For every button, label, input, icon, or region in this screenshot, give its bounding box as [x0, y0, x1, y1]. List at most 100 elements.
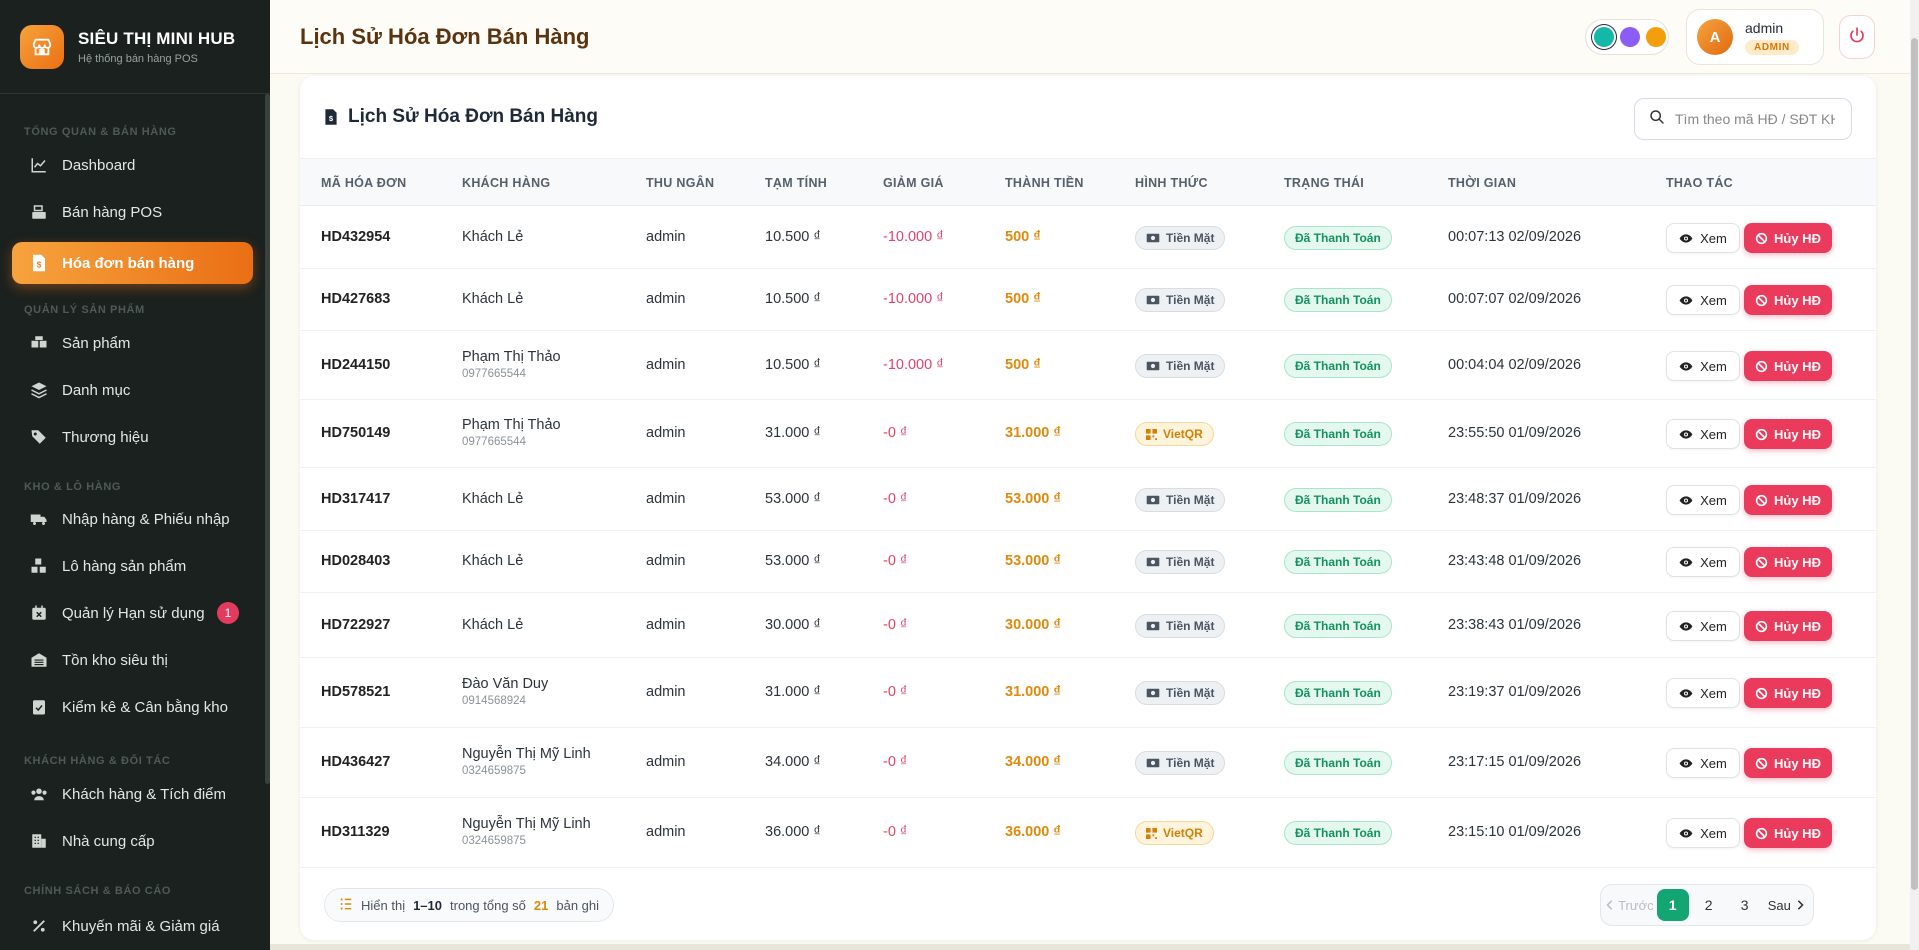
column-header[interactable]: THAO TÁC [1666, 176, 1733, 190]
theme-violet-button[interactable] [1620, 27, 1640, 47]
view-button[interactable]: Xem [1666, 223, 1740, 253]
sidebar-item-customers[interactable]: Khách hàng & Tích điểm [12, 773, 253, 815]
column-header[interactable]: MÃ HÓA ĐƠN [321, 176, 407, 190]
view-button[interactable]: Xem [1666, 611, 1740, 641]
column-header[interactable]: THỜI GIAN [1448, 176, 1517, 190]
table-row[interactable]: HD750149 Phạm Thị Thảo 0977665544 admin 3… [300, 400, 1876, 468]
brand[interactable]: SIÊU THỊ MINI HUB Hệ thống bán hàng POS [0, 0, 270, 94]
view-button[interactable]: Xem [1666, 818, 1740, 848]
logout-button[interactable] [1839, 15, 1875, 59]
view-button[interactable]: Xem [1666, 419, 1740, 449]
sidebar-item-promotions[interactable]: Khuyến mãi & Giảm giá [12, 905, 253, 947]
sidebar-item-label: Nhập hàng & Phiếu nhập [62, 510, 230, 528]
table-row[interactable]: HD432954 Khách Lẻ admin 10.500 ₫ -10.000… [300, 206, 1876, 269]
invoice-id[interactable]: HD311329 [321, 824, 390, 840]
column-header[interactable]: GIẢM GIÁ [883, 176, 944, 190]
cash-icon [1146, 361, 1160, 371]
invoice-id[interactable]: HD750149 [321, 425, 391, 441]
sidebar-item-brands[interactable]: Thương hiệu [12, 416, 253, 458]
table-row[interactable]: HD427683 Khách Lẻ admin 10.500 ₫ -10.000… [300, 269, 1876, 331]
page-button-3[interactable]: 3 [1740, 897, 1749, 913]
sidebar-item-suppliers[interactable]: Nhà cung cấp [12, 820, 253, 862]
view-button[interactable]: Xem [1666, 547, 1740, 577]
subtotal: 36.000 ₫ [765, 824, 821, 840]
ban-icon [1755, 294, 1768, 307]
page-button-2[interactable]: 2 [1704, 897, 1713, 913]
cancel-invoice-button[interactable]: Hủy HĐ [1744, 485, 1832, 515]
total: 500 ₫ [1005, 229, 1041, 245]
table-row[interactable]: HD578521 Đào Văn Duy 0914568924 admin 31.… [300, 658, 1876, 728]
view-button[interactable]: Xem [1666, 351, 1740, 381]
column-header[interactable]: HÌNH THỨC [1135, 176, 1208, 190]
column-header[interactable]: TRẠNG THÁI [1284, 176, 1365, 190]
svg-text:$: $ [37, 261, 42, 270]
table-row[interactable]: HD317417 Khách Lẻ admin 53.000 ₫ -0 ₫ 53… [300, 468, 1876, 531]
total: 500 ₫ [1005, 357, 1041, 373]
invoice-id[interactable]: HD432954 [321, 229, 391, 245]
theme-amber-button[interactable] [1646, 27, 1666, 47]
sidebar-item-invoices[interactable]: $ Hóa đơn bán hàng [12, 242, 253, 284]
sidebar-item-stock[interactable]: Tồn kho siêu thị [12, 639, 253, 681]
chevron-left-icon [1606, 900, 1614, 910]
cancel-invoice-button[interactable]: Hủy HĐ [1744, 611, 1832, 641]
invoice-id[interactable]: HD436427 [321, 754, 391, 770]
page-bottom-strip [270, 944, 1910, 950]
sidebar-item-imports[interactable]: Nhập hàng & Phiếu nhập [12, 498, 253, 540]
sidebar-item-products[interactable]: Sản phẩm [12, 322, 253, 364]
invoice-id[interactable]: HD244150 [321, 357, 391, 373]
invoice-id[interactable]: HD722927 [321, 617, 391, 633]
column-header[interactable]: THU NGÂN [646, 176, 715, 190]
page-scrollbar-thumb[interactable] [1911, 38, 1918, 890]
invoice-icon: $ [30, 254, 48, 272]
cancel-invoice-button[interactable]: Hủy HĐ [1744, 818, 1832, 848]
cancel-invoice-button[interactable]: Hủy HĐ [1744, 678, 1832, 708]
sidebar-item-expiry[interactable]: Quản lý Hạn sử dụng 1 [12, 592, 253, 634]
status-badge: Đã Thanh Toán [1284, 614, 1392, 638]
view-button[interactable]: Xem [1666, 678, 1740, 708]
cancel-invoice-button[interactable]: Hủy HĐ [1744, 748, 1832, 778]
table-row[interactable]: HD436427 Nguyễn Thị Mỹ Linh 0324659875 ad… [300, 728, 1876, 798]
avatar: A [1697, 19, 1733, 55]
cancel-invoice-button[interactable]: Hủy HĐ [1744, 223, 1832, 253]
customer-name: Khách Lẻ [462, 229, 524, 245]
customer-cell: Khách Lẻ [462, 617, 523, 633]
theme-teal-button[interactable] [1594, 27, 1614, 47]
view-button[interactable]: Xem [1666, 748, 1740, 778]
column-header[interactable]: KHÁCH HÀNG [462, 176, 551, 190]
prev-page-button[interactable]: Trước [1606, 889, 1654, 921]
chevron-right-icon [1796, 900, 1804, 910]
invoice-id[interactable]: HD317417 [321, 491, 391, 507]
cancel-invoice-button[interactable]: Hủy HĐ [1744, 351, 1832, 381]
column-header[interactable]: THÀNH TIỀN [1005, 176, 1084, 190]
view-button[interactable]: Xem [1666, 485, 1740, 515]
view-button[interactable]: Xem [1666, 285, 1740, 315]
table-row[interactable]: HD311329 Nguyễn Thị Mỹ Linh 0324659875 ad… [300, 798, 1876, 868]
cancel-invoice-button[interactable]: Hủy HĐ [1744, 547, 1832, 577]
cancel-invoice-button[interactable]: Hủy HĐ [1744, 419, 1832, 449]
customer-cell: Nguyễn Thị Mỹ Linh 0324659875 [462, 816, 591, 847]
row-actions: Xem Hủy HĐ [1666, 351, 1832, 381]
nav-section-title: TỔNG QUAN & BÁN HÀNG [24, 126, 177, 138]
invoice-id[interactable]: HD578521 [321, 684, 391, 700]
page-button-1[interactable]: 1 [1656, 889, 1689, 921]
sidebar-item-stocktake[interactable]: Kiểm kê & Cân bằng kho [12, 686, 253, 728]
cancel-invoice-button[interactable]: Hủy HĐ [1744, 285, 1832, 315]
customer-name: Nguyễn Thị Mỹ Linh [462, 746, 591, 762]
sidebar-item-dashboard[interactable]: Dashboard [12, 144, 253, 186]
search-box[interactable] [1634, 98, 1852, 140]
sidebar-scrollbar[interactable] [265, 94, 270, 784]
next-page-button[interactable]: Sau [1765, 889, 1807, 921]
table-row[interactable]: HD722927 Khách Lẻ admin 30.000 ₫ -0 ₫ 30… [300, 593, 1876, 658]
table-row[interactable]: HD028403 Khách Lẻ admin 53.000 ₫ -0 ₫ 53… [300, 531, 1876, 593]
status-label: Đã Thanh Toán [1284, 422, 1392, 446]
column-header[interactable]: TẠM TÍNH [765, 176, 828, 190]
sidebar-item-pos[interactable]: Bán hàng POS [12, 191, 253, 233]
invoice-id[interactable]: HD028403 [321, 553, 391, 569]
invoice-id[interactable]: HD427683 [321, 291, 391, 307]
sidebar-item-categories[interactable]: Danh mục [12, 369, 253, 411]
search-input[interactable] [1675, 111, 1835, 127]
sidebar-item-batches[interactable]: Lô hàng sản phẩm [12, 545, 253, 587]
invoice-time: 00:04:04 02/09/2026 [1448, 357, 1582, 373]
table-row[interactable]: HD244150 Phạm Thị Thảo 0977665544 admin 1… [300, 331, 1876, 400]
user-menu[interactable]: A admin ADMIN [1686, 9, 1824, 65]
